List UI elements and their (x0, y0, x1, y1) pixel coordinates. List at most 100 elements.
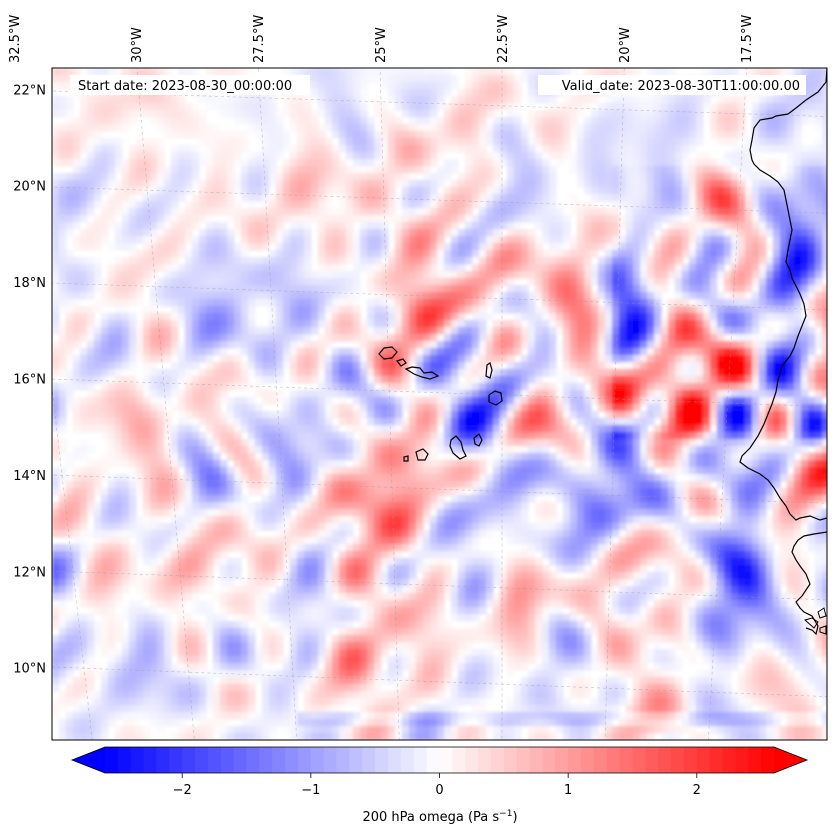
omega-cell (297, 131, 305, 139)
omega-cell (500, 299, 508, 307)
omega-cell (822, 215, 827, 223)
omega-cell (577, 278, 585, 286)
omega-cell (507, 201, 515, 209)
omega-cell (227, 250, 235, 258)
omega-cell (108, 362, 116, 370)
omega-cell (556, 222, 564, 230)
omega-cell (290, 152, 298, 160)
omega-cell (444, 89, 452, 97)
omega-cell (52, 404, 60, 412)
omega-cell (605, 194, 613, 202)
omega-cell (444, 320, 452, 328)
omega-cell (304, 271, 312, 279)
omega-cell (318, 397, 326, 405)
omega-cell (178, 166, 186, 174)
omega-cell (752, 404, 760, 412)
omega-cell (171, 201, 179, 209)
omega-cell (381, 278, 389, 286)
omega-cell (507, 320, 515, 328)
omega-cell (143, 194, 151, 202)
omega-cell (696, 348, 704, 356)
omega-cell (129, 355, 137, 363)
omega-cell (66, 348, 74, 356)
omega-cell (668, 250, 676, 258)
omega-cell (360, 229, 368, 237)
omega-cell (178, 215, 186, 223)
omega-cell (143, 110, 151, 118)
omega-cell (626, 292, 634, 300)
omega-cell (766, 201, 774, 209)
omega-cell (465, 138, 473, 146)
omega-cell (780, 390, 788, 398)
omega-cell (731, 355, 739, 363)
omega-cell (283, 313, 291, 321)
omega-cell (780, 117, 788, 125)
omega-cell (115, 180, 123, 188)
omega-cell (122, 215, 130, 223)
omega-cell (297, 306, 305, 314)
omega-cell (458, 103, 466, 111)
omega-cell (94, 68, 102, 76)
omega-cell (815, 138, 823, 146)
omega-cell (808, 166, 816, 174)
omega-cell (514, 397, 522, 405)
omega-cell (654, 355, 662, 363)
omega-cell (710, 404, 718, 412)
omega-cell (409, 362, 417, 370)
omega-cell (766, 369, 774, 377)
omega-cell (262, 264, 270, 272)
omega-cell (633, 355, 641, 363)
omega-cell (94, 334, 102, 342)
omega-cell (689, 292, 697, 300)
omega-cell (234, 103, 242, 111)
omega-cell (556, 229, 564, 237)
omega-cell (822, 68, 827, 76)
omega-cell (584, 278, 592, 286)
omega-cell (437, 180, 445, 188)
omega-cell (542, 208, 550, 216)
omega-cell (409, 334, 417, 342)
omega-cell (402, 341, 410, 349)
omega-cell (591, 390, 599, 398)
omega-cell (52, 341, 60, 349)
omega-cell (647, 96, 655, 104)
omega-cell (437, 292, 445, 300)
omega-cell (724, 369, 732, 377)
omega-cell (479, 117, 487, 125)
omega-cell (325, 278, 333, 286)
omega-cell (143, 327, 151, 335)
omega-cell (199, 278, 207, 286)
omega-cell (297, 243, 305, 251)
omega-cell (52, 187, 60, 195)
omega-cell (101, 103, 109, 111)
omega-cell (353, 355, 361, 363)
omega-cell (521, 250, 529, 258)
omega-cell (710, 257, 718, 265)
omega-cell (66, 117, 74, 125)
omega-cell (241, 103, 249, 111)
omega-cell (500, 138, 508, 146)
omega-cell (325, 320, 333, 328)
omega-cell (94, 257, 102, 265)
omega-cell (101, 173, 109, 181)
omega-cell (136, 271, 144, 279)
omega-cell (689, 110, 697, 118)
omega-cell (269, 229, 277, 237)
omega-cell (493, 306, 501, 314)
omega-cell (143, 278, 151, 286)
omega-cell (626, 299, 634, 307)
omega-cell (206, 383, 214, 391)
omega-cell (353, 404, 361, 412)
omega-cell (374, 313, 382, 321)
omega-cell (171, 229, 179, 237)
omega-cell (640, 334, 648, 342)
omega-cell (724, 250, 732, 258)
omega-cell (773, 229, 781, 237)
omega-cell (325, 152, 333, 160)
omega-cell (73, 166, 81, 174)
omega-cell (213, 257, 221, 265)
omega-cell (220, 229, 228, 237)
omega-cell (444, 341, 452, 349)
omega-cell (724, 159, 732, 167)
omega-cell (514, 138, 522, 146)
